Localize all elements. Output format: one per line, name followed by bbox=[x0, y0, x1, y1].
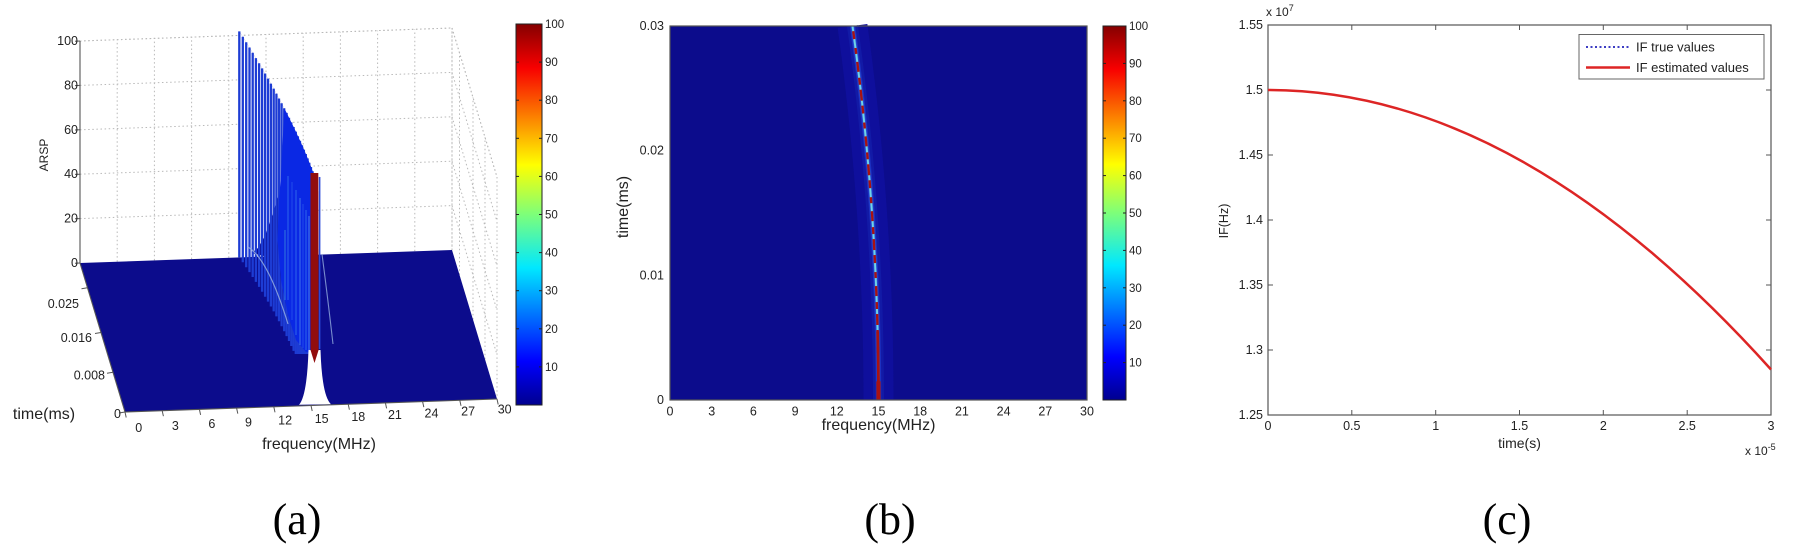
svg-text:24: 24 bbox=[997, 405, 1011, 419]
svg-text:1.5: 1.5 bbox=[1511, 419, 1528, 433]
svg-text:(c): (c) bbox=[1483, 495, 1532, 544]
svg-text:90: 90 bbox=[545, 57, 558, 69]
svg-text:0.5: 0.5 bbox=[1343, 419, 1360, 433]
svg-text:time(s): time(s) bbox=[1498, 435, 1541, 451]
svg-text:IF true values: IF true values bbox=[1636, 40, 1715, 55]
svg-text:frequency(MHz): frequency(MHz) bbox=[262, 436, 376, 453]
svg-text:IF(Hz): IF(Hz) bbox=[1217, 204, 1231, 239]
svg-text:(b): (b) bbox=[864, 495, 915, 544]
svg-text:0: 0 bbox=[667, 405, 674, 419]
svg-text:27: 27 bbox=[461, 404, 475, 418]
svg-text:50: 50 bbox=[1129, 208, 1142, 220]
svg-text:0.025: 0.025 bbox=[48, 297, 79, 311]
svg-text:2: 2 bbox=[1600, 419, 1607, 433]
svg-text:21: 21 bbox=[388, 408, 402, 422]
svg-text:9: 9 bbox=[792, 405, 799, 419]
svg-text:27: 27 bbox=[1038, 405, 1052, 419]
svg-text:time(ms): time(ms) bbox=[615, 176, 632, 238]
svg-text:time(ms): time(ms) bbox=[13, 406, 75, 423]
svg-text:100: 100 bbox=[545, 19, 564, 31]
svg-text:9: 9 bbox=[245, 415, 252, 429]
svg-text:0: 0 bbox=[71, 256, 78, 270]
svg-text:100: 100 bbox=[57, 34, 78, 48]
svg-text:0: 0 bbox=[657, 393, 664, 407]
svg-text:15: 15 bbox=[872, 405, 886, 419]
svg-text:50: 50 bbox=[545, 210, 558, 222]
svg-text:10: 10 bbox=[1129, 358, 1142, 370]
svg-text:20: 20 bbox=[1129, 320, 1142, 332]
svg-text:0.03: 0.03 bbox=[640, 19, 664, 33]
svg-text:18: 18 bbox=[913, 405, 927, 419]
svg-text:15: 15 bbox=[315, 412, 329, 426]
svg-text:30: 30 bbox=[1129, 283, 1142, 295]
svg-text:24: 24 bbox=[425, 406, 439, 420]
svg-text:40: 40 bbox=[1129, 245, 1142, 257]
svg-text:80: 80 bbox=[1129, 96, 1142, 108]
svg-text:0: 0 bbox=[1265, 419, 1272, 433]
svg-text:70: 70 bbox=[545, 133, 558, 145]
svg-text:20: 20 bbox=[64, 212, 78, 226]
svg-text:3: 3 bbox=[172, 419, 179, 433]
svg-text:3: 3 bbox=[708, 405, 715, 419]
svg-text:20: 20 bbox=[545, 324, 558, 336]
svg-text:1.3: 1.3 bbox=[1246, 343, 1263, 357]
svg-text:30: 30 bbox=[1080, 405, 1094, 419]
svg-text:60: 60 bbox=[1129, 171, 1142, 183]
svg-text:1.4: 1.4 bbox=[1246, 213, 1263, 227]
svg-text:60: 60 bbox=[64, 123, 78, 137]
svg-text:12: 12 bbox=[278, 414, 292, 428]
svg-text:40: 40 bbox=[545, 248, 558, 260]
svg-text:6: 6 bbox=[750, 405, 757, 419]
svg-text:1.5: 1.5 bbox=[1246, 83, 1263, 97]
svg-text:(a): (a) bbox=[273, 495, 322, 544]
svg-text:21: 21 bbox=[955, 405, 969, 419]
svg-text:IF estimated values: IF estimated values bbox=[1636, 60, 1749, 75]
svg-text:2.5: 2.5 bbox=[1679, 419, 1696, 433]
svg-text:3: 3 bbox=[1768, 419, 1775, 433]
svg-text:30: 30 bbox=[498, 403, 512, 417]
svg-text:1.45: 1.45 bbox=[1239, 148, 1263, 162]
svg-text:18: 18 bbox=[351, 410, 365, 424]
svg-text:0.02: 0.02 bbox=[640, 144, 664, 158]
svg-text:80: 80 bbox=[545, 95, 558, 107]
svg-text:1.35: 1.35 bbox=[1239, 278, 1263, 292]
svg-text:0: 0 bbox=[135, 421, 142, 435]
svg-text:30: 30 bbox=[545, 286, 558, 298]
svg-text:70: 70 bbox=[1129, 133, 1142, 145]
svg-text:40: 40 bbox=[64, 167, 78, 181]
svg-text:1.55: 1.55 bbox=[1239, 18, 1263, 32]
svg-text:90: 90 bbox=[1129, 58, 1142, 70]
svg-text:80: 80 bbox=[64, 78, 78, 92]
svg-text:60: 60 bbox=[545, 171, 558, 183]
svg-text:1: 1 bbox=[1432, 419, 1439, 433]
svg-text:0: 0 bbox=[114, 407, 121, 421]
svg-text:100: 100 bbox=[1129, 21, 1148, 33]
svg-text:12: 12 bbox=[830, 405, 844, 419]
svg-text:0.016: 0.016 bbox=[61, 331, 92, 345]
svg-text:0.008: 0.008 bbox=[74, 369, 105, 383]
svg-text:1.25: 1.25 bbox=[1239, 408, 1263, 422]
svg-text:x 107: x 107 bbox=[1266, 3, 1294, 19]
svg-text:ARSP: ARSP bbox=[37, 139, 51, 172]
svg-text:10: 10 bbox=[545, 362, 558, 374]
svg-text:0.01: 0.01 bbox=[640, 268, 664, 282]
svg-text:frequency(MHz): frequency(MHz) bbox=[822, 417, 936, 434]
svg-text:6: 6 bbox=[208, 417, 215, 431]
